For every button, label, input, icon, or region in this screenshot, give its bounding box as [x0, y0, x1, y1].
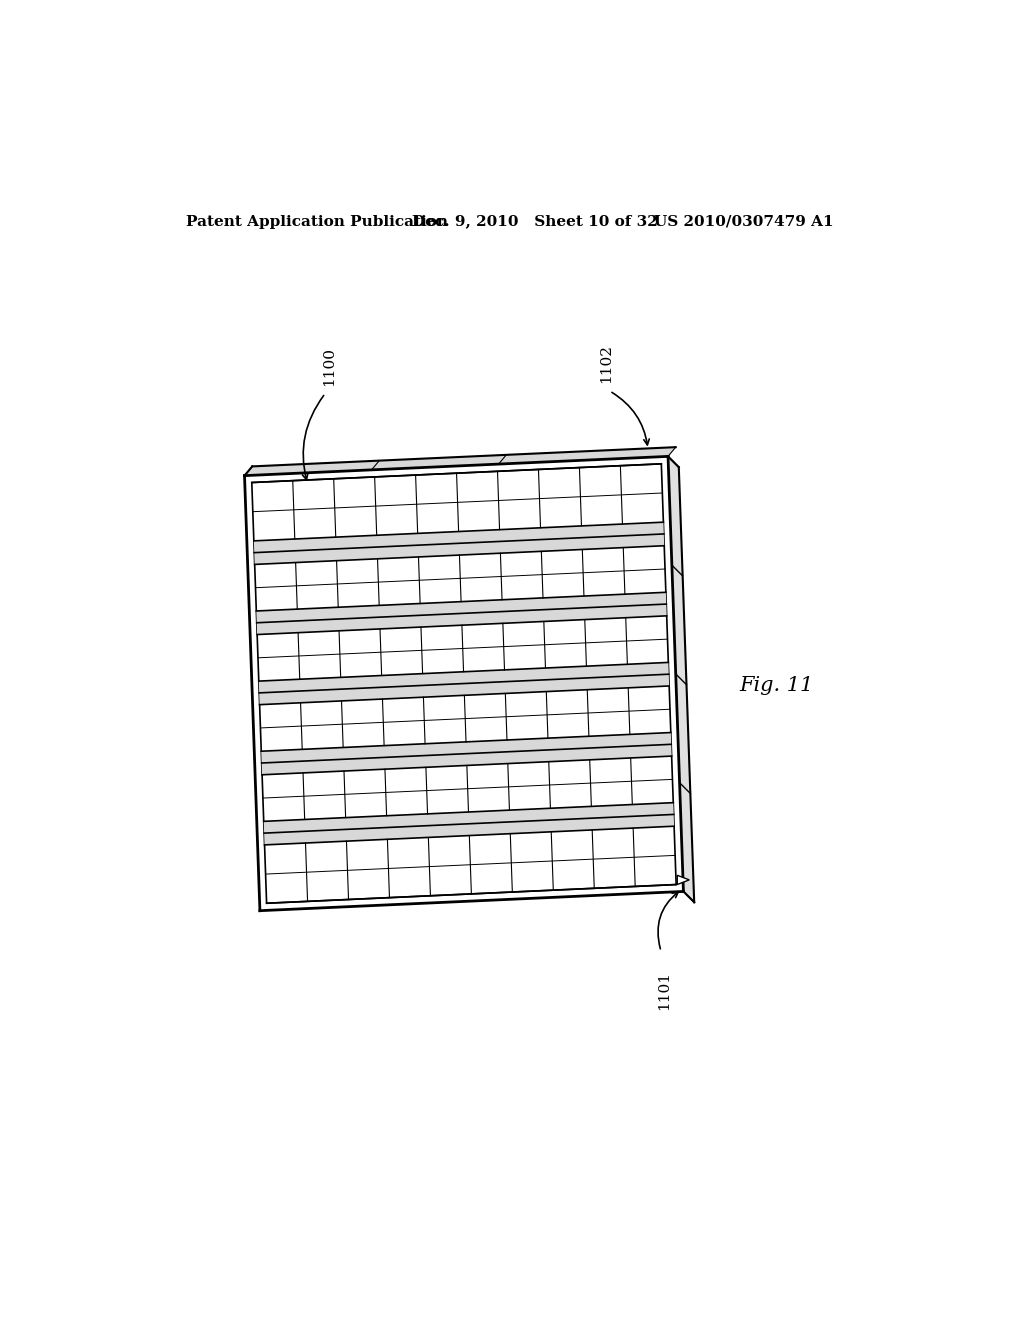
Text: 1102: 1102 [599, 345, 613, 383]
Text: Fig. 11: Fig. 11 [739, 676, 813, 696]
Polygon shape [254, 523, 665, 565]
Polygon shape [259, 663, 669, 705]
Polygon shape [245, 447, 676, 475]
Polygon shape [245, 457, 683, 911]
Polygon shape [677, 875, 689, 884]
Text: 1100: 1100 [323, 347, 336, 385]
Text: Dec. 9, 2010   Sheet 10 of 32: Dec. 9, 2010 Sheet 10 of 32 [412, 215, 657, 228]
Text: Patent Application Publication: Patent Application Publication [186, 215, 449, 228]
Polygon shape [256, 593, 667, 635]
Polygon shape [668, 457, 694, 903]
Polygon shape [264, 803, 674, 845]
Polygon shape [261, 733, 672, 775]
Text: 1101: 1101 [657, 970, 671, 1010]
Text: US 2010/0307479 A1: US 2010/0307479 A1 [654, 215, 834, 228]
